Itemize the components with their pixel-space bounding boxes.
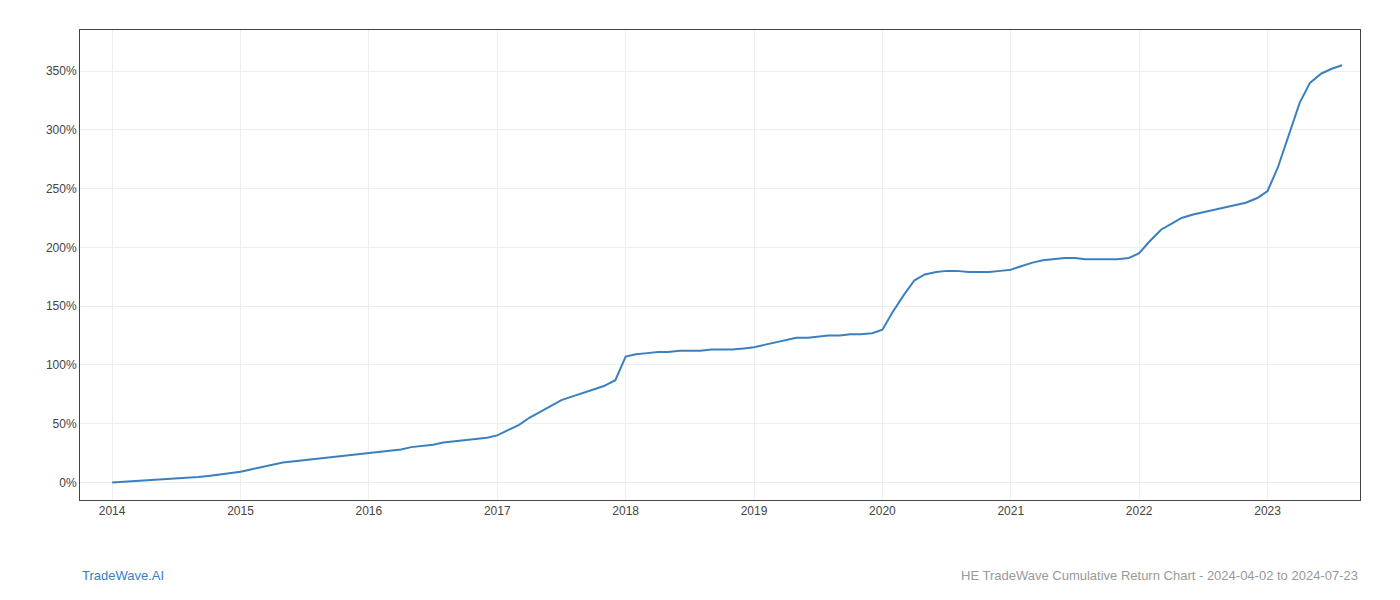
svg-text:2015: 2015 [227,504,254,518]
svg-text:2022: 2022 [1126,504,1153,518]
svg-text:2016: 2016 [356,504,383,518]
svg-text:2021: 2021 [997,504,1024,518]
svg-text:100%: 100% [46,358,77,372]
svg-text:TradeWave.AI: TradeWave.AI [82,568,164,583]
svg-text:0%: 0% [59,476,77,490]
svg-text:2023: 2023 [1254,504,1281,518]
svg-text:150%: 150% [46,299,77,313]
svg-text:350%: 350% [46,64,77,78]
svg-text:50%: 50% [53,417,77,431]
svg-text:2018: 2018 [612,504,639,518]
svg-text:300%: 300% [46,123,77,137]
svg-text:250%: 250% [46,182,77,196]
svg-text:2014: 2014 [99,504,126,518]
svg-text:200%: 200% [46,241,77,255]
svg-text:2020: 2020 [869,504,896,518]
svg-text:HE TradeWave Cumulative Return: HE TradeWave Cumulative Return Chart - 2… [961,568,1358,583]
svg-text:2017: 2017 [484,504,511,518]
svg-text:2019: 2019 [741,504,768,518]
